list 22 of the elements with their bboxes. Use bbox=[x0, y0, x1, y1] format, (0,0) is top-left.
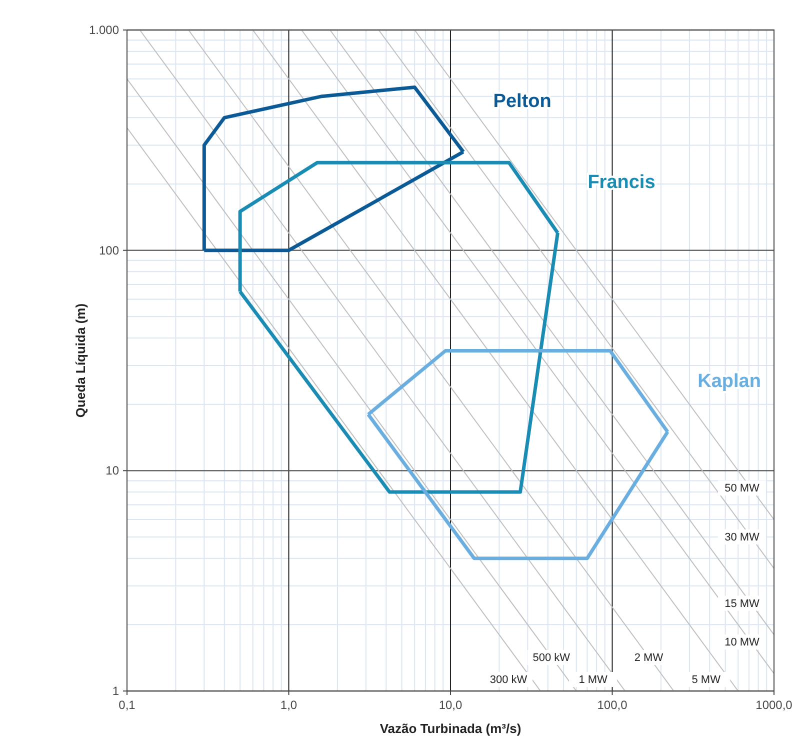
y-axis-title: Queda Líquida (m) bbox=[73, 303, 88, 418]
series-label: 10 MW bbox=[724, 636, 760, 649]
series-label: 50 MW bbox=[724, 482, 760, 495]
x-axis-title: Vazão Turbinada (m³/s) bbox=[380, 721, 522, 736]
text: Pelton bbox=[493, 90, 552, 112]
series-label: 2 MW bbox=[634, 652, 664, 664]
x-tick-label: 1,0 bbox=[280, 698, 298, 712]
x-tick-label: 1000,0 bbox=[756, 698, 793, 712]
series-label: 30 MW bbox=[724, 531, 760, 544]
x-tick-label: 10,0 bbox=[438, 698, 462, 712]
y-tick-label: 100 bbox=[98, 243, 120, 258]
series-label: 5 MW bbox=[692, 674, 722, 686]
x-tick-label: 100,0 bbox=[597, 698, 628, 712]
x-tick-label: 0,1 bbox=[118, 698, 136, 712]
y-tick-label: 1.000 bbox=[88, 23, 120, 37]
text: Kaplan bbox=[698, 370, 761, 392]
series-label: 15 MW bbox=[724, 598, 760, 610]
series-label: 300 kW bbox=[490, 674, 528, 686]
y-tick-label: 1 bbox=[112, 684, 120, 698]
series-label: 500 kW bbox=[532, 652, 571, 664]
series-label: 1 MW bbox=[578, 674, 608, 686]
y-tick-label: 10 bbox=[106, 464, 120, 478]
